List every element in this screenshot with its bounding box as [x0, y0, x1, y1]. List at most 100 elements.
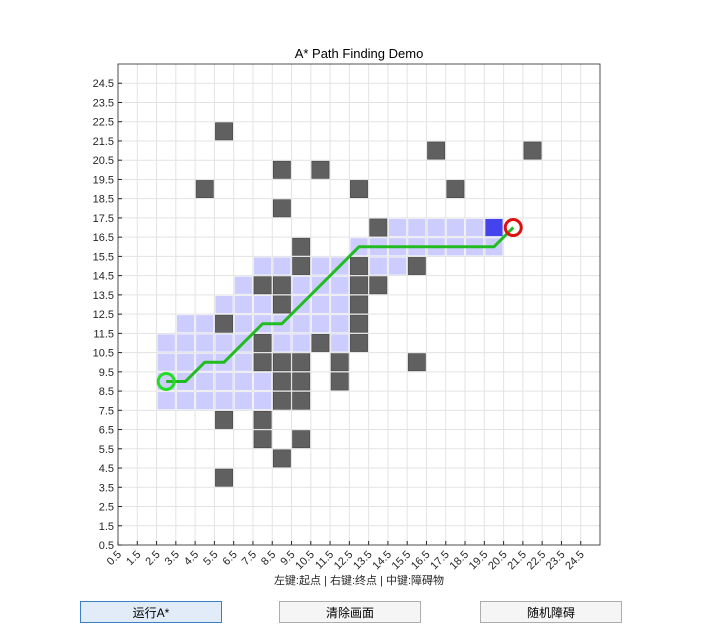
obstacles-cell: [523, 141, 542, 160]
obstacles-cell: [350, 276, 368, 295]
explored-cell: [311, 315, 330, 333]
explored-cell: [176, 392, 195, 410]
explored-cell: [215, 392, 233, 410]
run-button[interactable]: 运行A*: [80, 601, 222, 623]
y-tick-label: 24.5: [93, 78, 114, 90]
y-tick-label: 19.5: [93, 174, 114, 186]
explored-cell: [196, 334, 214, 352]
y-tick-label: 21.5: [93, 136, 114, 148]
obstacles-cell: [446, 180, 465, 198]
explored-cell: [253, 257, 272, 275]
y-tick-label: 20.5: [93, 155, 114, 167]
x-tick-label: 5.5: [201, 549, 220, 568]
explored-cell: [196, 315, 214, 333]
explored-cell: [234, 276, 252, 294]
y-tick-label: 23.5: [93, 97, 114, 109]
obstacles-cell: [369, 218, 388, 237]
obstacles-cell: [407, 257, 426, 275]
obstacles-cell: [350, 257, 368, 275]
x-tick-label: 13.5: [351, 549, 375, 573]
figure: A* Path Finding Demo 左键:起点 | 右键:终点 | 中键:…: [93, 46, 601, 587]
x-tick-label: 17.5: [428, 549, 452, 573]
explored-cell: [292, 315, 310, 333]
obstacles-cell: [272, 276, 291, 295]
x-tick-label: 11.5: [313, 549, 336, 572]
obstacles-cell: [350, 295, 368, 314]
explored-cell: [292, 276, 310, 294]
explored-cell: [176, 315, 195, 333]
obstacles-cell: [311, 160, 330, 179]
y-tick-label: 8.5: [99, 386, 114, 398]
chart-title: A* Path Finding Demo: [295, 46, 424, 61]
x-tick-label: 2.5: [143, 549, 162, 568]
explored-cell: [176, 334, 195, 352]
y-tick-label: 7.5: [99, 405, 114, 417]
path-line: [166, 226, 515, 383]
obstacles-cell: [253, 334, 272, 352]
explored-cell: [253, 372, 272, 391]
explored-cell: [427, 218, 445, 237]
x-tick-label: 3.5: [163, 549, 182, 568]
explored-cell: [234, 392, 252, 410]
clear-button[interactable]: 清除画面: [279, 601, 421, 623]
y-tick-label: 2.5: [99, 502, 114, 514]
x-tick-label: 12.5: [332, 549, 356, 573]
x-tick-label: 22.5: [525, 549, 549, 573]
explored-cell: [196, 392, 214, 410]
current-cell: [485, 218, 503, 237]
x-axis-label: 左键:起点 | 右键:终点 | 中键:障碍物: [274, 573, 444, 587]
explored-cell: [273, 257, 291, 275]
x-tick-label: 24.5: [563, 549, 587, 573]
obstacles-cell: [292, 237, 311, 256]
explored-cell: [331, 315, 349, 333]
x-tick-label: 20.5: [486, 549, 510, 573]
obstacles-cell: [292, 391, 311, 410]
obstacles-cell: [350, 180, 368, 198]
explored-cell: [466, 218, 484, 237]
obstacles-cell: [311, 334, 330, 352]
axes-box: [117, 63, 601, 546]
obstacles-cell: [272, 449, 291, 468]
x-tick-label: 1.5: [124, 549, 143, 568]
x-tick-label: 6.5: [220, 549, 239, 568]
y-tick-label: 13.5: [93, 290, 114, 302]
obstacles-cell: [215, 468, 233, 487]
explored-cell: [273, 334, 291, 352]
obstacles-cell: [292, 353, 311, 372]
y-tick-label: 0.5: [99, 540, 114, 552]
x-tick-label: 21.5: [505, 549, 529, 573]
obstacles-cell: [253, 411, 272, 429]
explored-cell: [311, 295, 330, 314]
x-tick-label: 15.5: [390, 549, 414, 573]
y-tick-label: 14.5: [93, 271, 114, 283]
obstacles-cell: [215, 314, 233, 333]
explored-cell: [253, 392, 272, 410]
x-tick-label: 8.5: [259, 549, 278, 568]
explored-cell: [234, 295, 252, 314]
explored-cell: [331, 276, 349, 294]
y-tick-label: 22.5: [93, 117, 114, 129]
random-button[interactable]: 随机障碍: [480, 601, 622, 623]
obstacles-cell: [272, 353, 291, 372]
explored-cell: [157, 392, 175, 410]
obstacles-cell: [215, 411, 233, 429]
explored-cell: [234, 315, 252, 333]
y-tick-label: 6.5: [99, 425, 114, 437]
y-tick-label: 5.5: [99, 444, 114, 456]
explored-cell: [215, 334, 233, 352]
explored-cell: [311, 257, 330, 275]
explored-cell: [408, 218, 426, 237]
obstacles-cell: [292, 430, 311, 449]
obstacles-cell: [272, 295, 291, 314]
x-tick-label: 4.5: [182, 549, 201, 568]
obstacles-cell: [292, 257, 311, 275]
x-tick-label: 7.5: [240, 549, 259, 568]
explored-cell: [253, 295, 272, 314]
goal-marker: [503, 218, 523, 238]
y-tick-label: 3.5: [99, 482, 114, 494]
obstacles-cell: [195, 180, 214, 198]
explored-cell: [215, 372, 233, 391]
x-tick-label: 18.5: [448, 549, 472, 573]
x-tick-label: 19.5: [467, 549, 491, 573]
